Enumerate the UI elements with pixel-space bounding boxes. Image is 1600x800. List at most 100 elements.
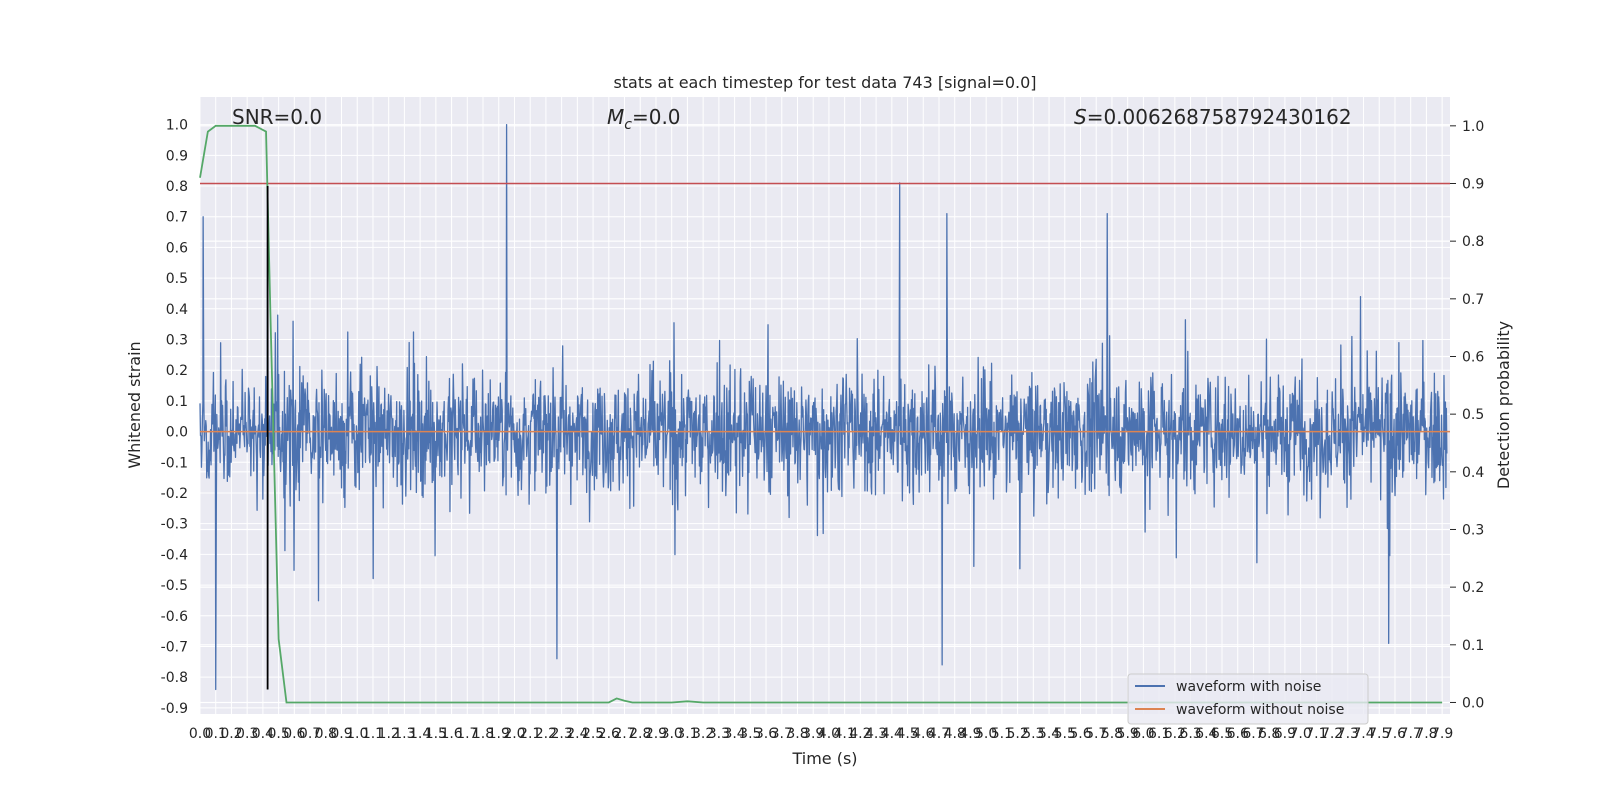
x-tick-label: 0.4 [252,726,274,742]
chirp-mass-value: =0.0 [632,105,681,129]
x-tick-label: 5.5 [1054,726,1076,742]
x-tick-label: 1.7 [456,726,478,742]
y-tick-label-left: -0.1 [161,455,188,471]
x-tick-label: 3.4 [723,726,745,742]
x-tick-label: 1.1 [362,726,384,742]
x-tick-label: 1.2 [378,726,400,742]
x-tick-label: 0.0 [189,726,211,742]
y-axis-right-label: Detection probability [1494,321,1513,489]
y-tick-label-left: 0.7 [166,210,188,226]
x-tick-label: 3.1 [676,726,698,742]
series-overlays [199,124,1450,704]
x-tick-label: 6.1 [1148,726,1170,742]
y-tick-label-left: 0.4 [166,302,188,318]
x-axis-label: Time (s) [791,749,857,768]
x-tick-label: 7.4 [1352,726,1374,742]
y-axis-left-label: Whitened strain [125,341,144,468]
x-tick-label: 7.3 [1337,726,1359,742]
x-tick-label: 7.6 [1384,726,1406,742]
x-tick-label: 7.1 [1305,726,1327,742]
x-tick-label: 1.0 [346,726,368,742]
y-tick-label-left: -0.7 [161,639,188,655]
x-tick-label: 5.2 [1006,726,1028,742]
x-tick-label: 6.5 [1211,726,1233,742]
x-tick-label: 1.5 [425,726,447,742]
x-axis-ticks: 0.00.10.20.30.40.50.60.70.80.91.01.11.21… [189,726,1453,742]
x-tick-label: 1.9 [488,726,510,742]
x-tick-label: 5.7 [1085,726,1107,742]
x-tick-label: 5.8 [1101,726,1123,742]
x-tick-label: 0.2 [220,726,242,742]
x-tick-label: 5.1 [991,726,1013,742]
x-tick-label: 5.6 [1069,726,1091,742]
x-tick-label: 6.8 [1258,726,1280,742]
y-tick-label-left: -0.2 [161,486,188,502]
y-tick-label-left: 0.9 [166,148,188,164]
legend-label-waveform-with-noise: waveform with noise [1176,679,1321,695]
x-tick-label: 6.0 [1132,726,1154,742]
y-tick-label-left: 0.2 [166,363,188,379]
chart-title: stats at each timestep for test data 743… [613,73,1036,92]
x-tick-label: 5.3 [1022,726,1044,742]
x-tick-label: 2.9 [645,726,667,742]
plot-area [200,97,1450,714]
x-tick-label: 7.2 [1321,726,1343,742]
x-tick-label: 1.8 [472,726,494,742]
x-tick-label: 7.9 [1431,726,1453,742]
x-tick-label: 7.0 [1289,726,1311,742]
x-tick-label: 4.3 [865,726,887,742]
x-tick-label: 7.5 [1368,726,1390,742]
x-tick-label: 1.6 [440,726,462,742]
y-tick-label-left: 0.8 [166,179,188,195]
y-tick-label-left: 0.0 [166,425,188,441]
x-tick-label: 3.6 [755,726,777,742]
y-tick-label-right: 0.8 [1462,234,1484,250]
x-tick-label: 2.3 [551,726,573,742]
x-tick-label: 2.6 [598,726,620,742]
x-tick-label: 2.2 [535,726,557,742]
y-tick-label-left: 0.3 [166,333,188,349]
waveform-with-noise-line [199,123,1448,691]
y-axis-right-ticks: 1.0 0.9 0.8 0.7 0.6 0.5 0.4 0.3 0.2 0.1 0.0 [1450,119,1484,711]
x-tick-label: 0.5 [267,726,289,742]
x-tick-label: 2.8 [629,726,651,742]
y-tick-label-right: 0.2 [1462,580,1484,596]
x-tick-label: 2.1 [519,726,541,742]
chirp-mass-annotation: Mc=0.0 [607,105,681,133]
y-tick-label-right: 0.1 [1462,638,1484,654]
y-tick-label-left: -0.9 [161,701,188,717]
x-tick-label: 3.2 [692,726,714,742]
x-tick-label: 3.8 [786,726,808,742]
x-tick-label: 4.2 [849,726,871,742]
x-tick-label: 2.0 [503,726,525,742]
legend-label-waveform-without-noise: waveform without noise [1176,702,1344,718]
x-tick-label: 0.8 [315,726,337,742]
x-tick-label: 3.3 [708,726,730,742]
y-tick-label-left: 0.6 [166,240,188,256]
y-tick-label-left: 0.5 [166,271,188,287]
x-tick-label: 6.4 [1195,726,1217,742]
x-tick-label: 7.7 [1400,726,1422,742]
y-tick-label-right: 0.9 [1462,176,1484,192]
y-axis-left-ticks: 1.0 0.9 0.8 0.7 0.6 0.5 0.4 0.3 0.2 0.1 0.0 -0.1 -0.… [161,118,188,717]
y-tick-label-right: 0.5 [1462,407,1484,423]
y-tick-label-right: 0.3 [1462,522,1484,538]
x-tick-label: 4.7 [928,726,950,742]
chirp-mass-symbol: M [607,105,624,129]
x-tick-label: 4.5 [896,726,918,742]
legend: waveform with noise waveform without noi… [1127,673,1369,725]
x-tick-label: 3.5 [739,726,761,742]
y-tick-label-left: 1.0 [166,118,188,134]
x-tick-label: 4.8 [944,726,966,742]
x-tick-label: 3.7 [771,726,793,742]
y-tick-label-left: -0.6 [161,609,188,625]
s-symbol: S [1074,105,1087,129]
x-tick-label: 3.0 [661,726,683,742]
x-tick-label: 6.7 [1242,726,1264,742]
x-tick-label: 2.5 [582,726,604,742]
y-tick-label-left: -0.5 [161,578,188,594]
legend-box [1127,673,1369,725]
y-tick-label-left: -0.3 [161,517,188,533]
x-tick-label: 0.3 [236,726,258,742]
x-tick-label: 0.9 [330,726,352,742]
